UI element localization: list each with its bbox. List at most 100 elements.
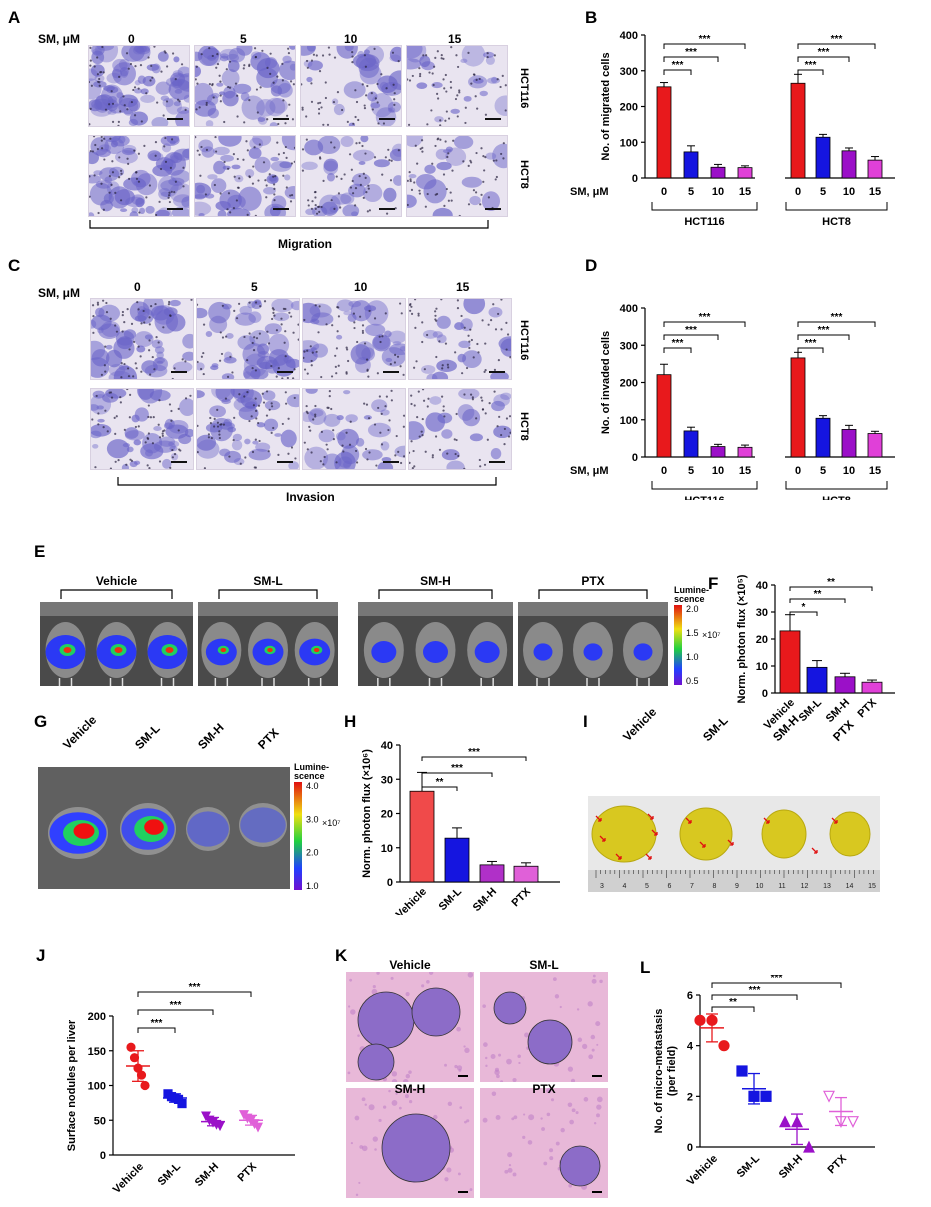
dose-header-c-0: 0	[134, 280, 141, 294]
bar-SM-L	[444, 837, 470, 883]
panel-label-e: E	[34, 542, 46, 561]
sm-dose-axis-label: SM, μM	[570, 465, 609, 477]
sig-star-1-0: ***	[805, 338, 817, 349]
microC-tile-cells-r1-c1	[197, 389, 299, 469]
sig-star-0-1: ***	[685, 325, 697, 336]
scale-bar	[458, 1191, 468, 1193]
point-SM-H-1	[791, 1115, 803, 1128]
he-tile-Vehicle	[346, 972, 474, 1082]
microA-tile-cells-r1-c3	[407, 136, 507, 216]
x-tick-label-SM-H: SM-H	[777, 1153, 805, 1181]
bar-HCT116-10	[710, 446, 726, 458]
y-tick-label-100: 100	[620, 415, 638, 427]
bar-HCT116-5	[683, 430, 699, 458]
sm-dose-label-a: SM, μM	[38, 32, 81, 46]
mice-image-1	[198, 602, 338, 686]
ruler-tick-4: 4	[623, 883, 627, 890]
y-tick-label-0: 0	[687, 1142, 693, 1154]
y-axis-label: Norm. photon flux (×10⁵)	[736, 575, 748, 703]
scale-bar	[383, 371, 399, 373]
panel-label-g: G	[34, 712, 48, 731]
y-tick-label-20: 20	[381, 809, 393, 821]
nodule-arrow-11	[831, 817, 838, 824]
nodule-arrow-8	[727, 839, 734, 846]
lum-title-0: Lumine-	[294, 762, 329, 772]
group-label-0: HCT116	[684, 495, 724, 500]
x-tick-label-5: 5	[820, 186, 826, 198]
x-tick-label-PTX: PTX	[509, 885, 533, 909]
bar-HCT8-15	[867, 159, 883, 179]
sig-bracket-2	[789, 586, 873, 591]
group-label-g-1: SM-L	[132, 721, 163, 752]
y-tick-label-0: 0	[632, 173, 638, 185]
group-label-i-0: Vehicle	[620, 704, 660, 744]
x-tick-label-3: 15	[739, 465, 751, 477]
panel-label-b: B	[585, 8, 598, 27]
x-tick-label-5: 5	[820, 465, 826, 477]
panel-label-a: A	[8, 8, 21, 27]
sig-bracket-0	[421, 786, 458, 791]
bar-HCT8-0	[790, 82, 806, 179]
y-axis-label-1: (per field)	[666, 1046, 678, 1096]
metastasis-nodule-0	[381, 1113, 451, 1183]
chart-j-surface-nodules: 0 50 100 150 200 Surface nodules per liver Veh…	[66, 982, 295, 1196]
metastasis-nodule-0	[559, 1145, 601, 1187]
sig-bracket-2	[711, 982, 842, 988]
bar-Vehicle	[409, 790, 435, 883]
sig-bracket-1-0	[797, 69, 824, 75]
scale-bar	[171, 371, 187, 373]
bar-HCT116-10	[710, 166, 726, 179]
y-tick-label-0: 0	[387, 877, 393, 889]
liver-3	[239, 803, 287, 847]
bar-HCT116-0	[656, 374, 672, 458]
scale-bar	[379, 208, 395, 210]
scale-bar	[277, 371, 293, 373]
group-label-g-3: PTX	[255, 725, 282, 752]
lum-tick-2: 1.0	[686, 652, 699, 662]
sig-star-0-1: ***	[685, 47, 697, 58]
group-bracket-e-3	[538, 589, 648, 599]
point-SM-H-4	[215, 1121, 225, 1132]
microC-tile-cells-r1-c2	[303, 389, 405, 469]
sig-star-1: ***	[451, 763, 463, 774]
microC-tile-cells-r1-c0	[91, 389, 193, 469]
microA-tile-cells-r1-c0	[89, 136, 189, 216]
y-tick-label-10: 10	[381, 843, 393, 855]
bar-PTX	[861, 681, 883, 694]
x-tick-label-SM-L: SM-L	[156, 1160, 184, 1188]
group-label-g-2: SM-H	[195, 720, 227, 752]
y-tick-label-2: 2	[687, 1091, 693, 1103]
y-tick-label-4: 4	[687, 1041, 694, 1053]
group-bracket-e-1	[218, 589, 318, 599]
panel-label-j: J	[36, 946, 46, 965]
metastasis-nodule-1	[493, 991, 527, 1025]
bar-HCT116-15	[737, 446, 753, 458]
point-Vehicle-1	[129, 1053, 140, 1063]
scale-bar	[489, 371, 505, 373]
x-tick-label-SM-H: SM-H	[193, 1161, 221, 1189]
x-tick-label-0: 0	[661, 465, 667, 477]
point-PTX-0	[823, 1090, 835, 1103]
sig-star-0-2: ***	[699, 34, 711, 45]
y-tick-label-300: 300	[620, 340, 638, 352]
metastasis-nodule-0	[527, 1019, 573, 1065]
x-tick-label-PTX: PTX	[825, 1152, 849, 1176]
y-tick-label-0: 0	[632, 452, 638, 464]
nodule-arrow-0	[595, 815, 602, 822]
point-SM-H-2	[803, 1140, 815, 1153]
ruler-tick-10: 10	[756, 883, 764, 890]
nodule-arrow-9	[763, 817, 770, 824]
sig-bracket-1-1	[797, 334, 850, 340]
sm-dose-label-c: SM, μM	[38, 286, 81, 300]
microC-tile-r1-c2	[302, 388, 406, 470]
microC-tile-r0-c3	[408, 298, 512, 380]
sig-bracket-1	[789, 598, 846, 603]
group-bracket-e-2	[378, 589, 493, 599]
y-tick-label-400: 400	[620, 303, 638, 315]
dose-header-c-5: 5	[251, 280, 258, 294]
sig-bracket-1	[421, 772, 493, 777]
ruler-tick-11: 11	[778, 883, 785, 890]
